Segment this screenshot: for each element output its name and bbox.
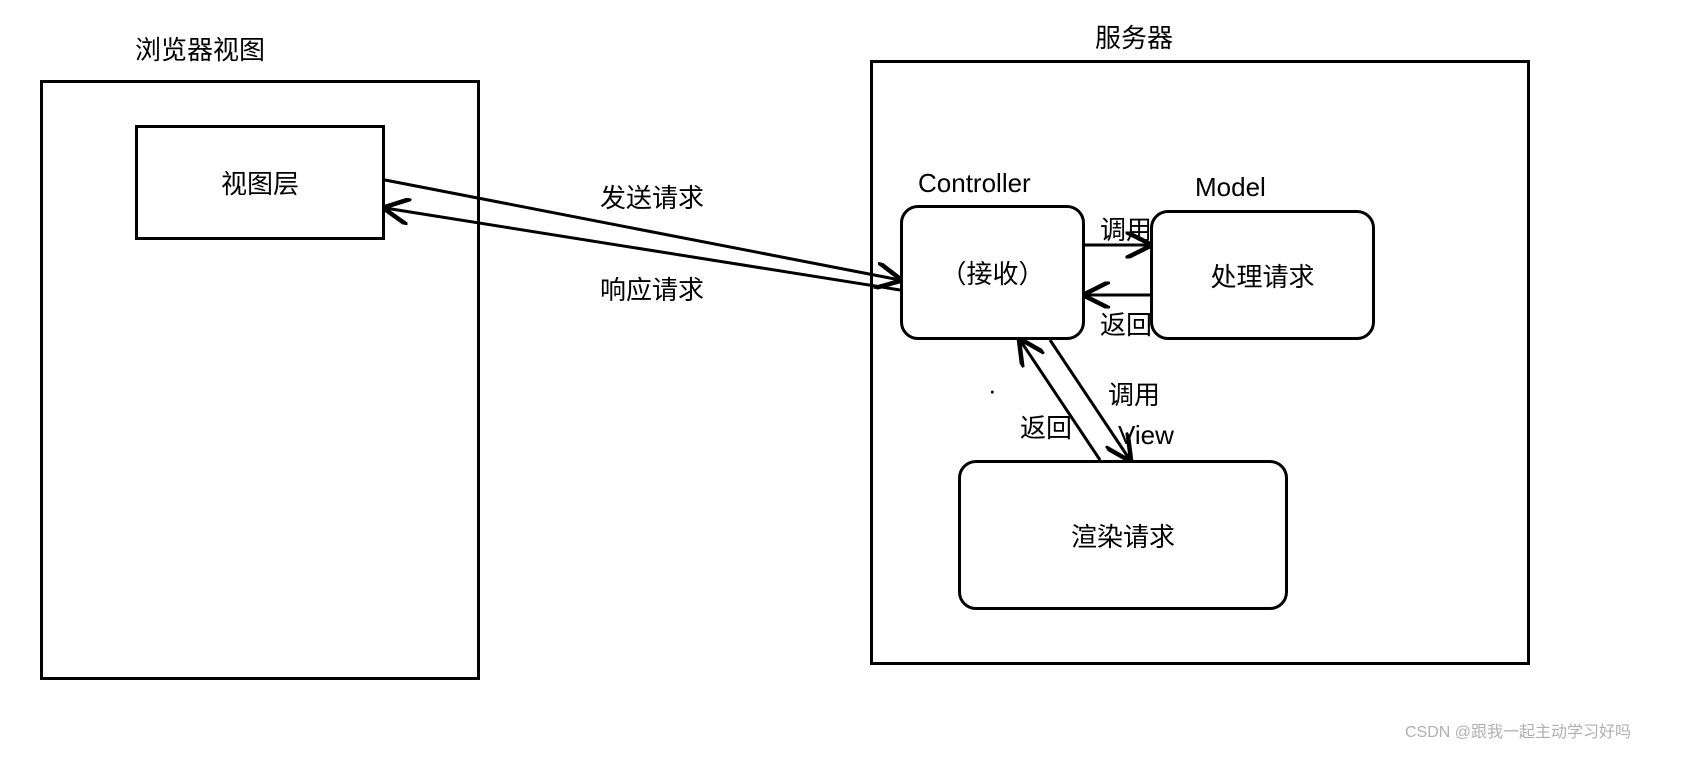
controller-title: Controller [918, 168, 1031, 199]
server-title: 服务器 [1095, 18, 1173, 55]
edge-label-call2: 调用 [1108, 375, 1160, 412]
controller-text: （接收） [940, 254, 1044, 291]
edge-label-ret2: 返回 [1020, 408, 1072, 445]
edge-label-call1: 调用 [1100, 210, 1152, 247]
edge-label-resp: 响应请求 [600, 270, 704, 307]
edge-label-ret1: 返回 [1100, 305, 1152, 342]
view-layer-text: 视图层 [221, 164, 299, 201]
view-layer-node: 视图层 [135, 125, 385, 240]
view-text: 渲染请求 [1071, 517, 1175, 554]
controller-node: （接收） [900, 205, 1085, 340]
dot-label: · [988, 375, 997, 406]
model-text: 处理请求 [1210, 257, 1314, 294]
view-node: 渲染请求 [958, 460, 1288, 610]
model-node: 处理请求 [1150, 210, 1375, 340]
model-title: Model [1195, 172, 1266, 203]
view-title: View [1118, 420, 1174, 451]
browser-title: 浏览器视图 [135, 30, 265, 67]
edge-label-send: 发送请求 [600, 178, 704, 215]
watermark-text: CSDN @跟我一起主动学习好吗 [1405, 718, 1631, 742]
